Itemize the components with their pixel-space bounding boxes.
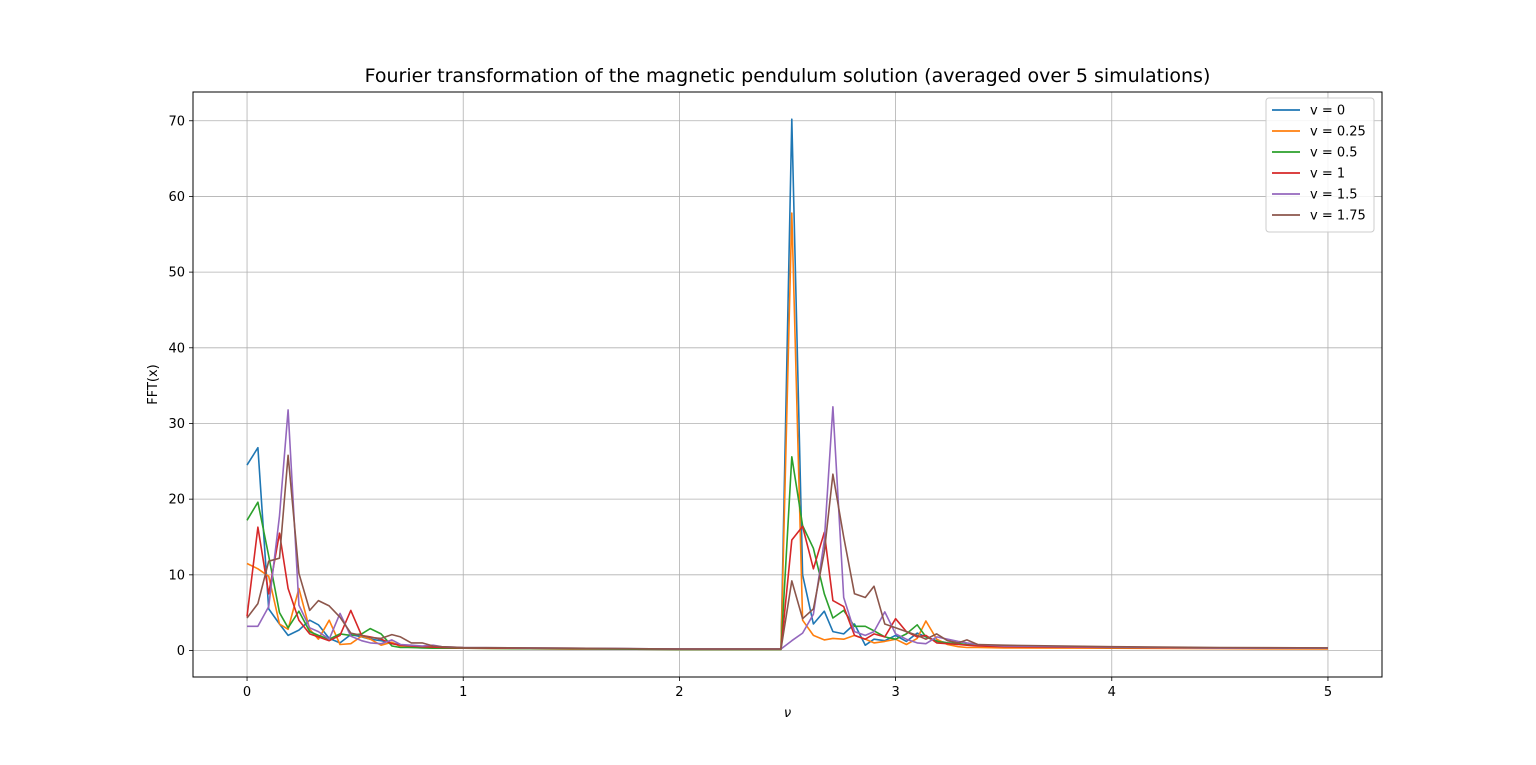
y-tick-label: 10 xyxy=(168,568,185,583)
legend-label-0: v = 0 xyxy=(1310,104,1345,119)
chart-title: Fourier transformation of the magnetic p… xyxy=(365,65,1211,87)
x-tick-label: 1 xyxy=(459,685,467,700)
x-tick-label: 0 xyxy=(243,685,251,700)
series-line-2 xyxy=(246,456,1329,651)
y-tick-label: 60 xyxy=(168,190,185,205)
x-tick-label: 4 xyxy=(1108,685,1116,700)
y-tick-label: 50 xyxy=(168,266,185,281)
legend: v = 0 v = 0.25 v = 0.5 v = 1 v = 1.5 v = 1.75 xyxy=(1265,97,1375,233)
series-lines xyxy=(246,118,1329,651)
x-axis-label: ν xyxy=(784,706,791,721)
legend-label-2: v = 0.5 xyxy=(1310,146,1358,161)
plot-frame xyxy=(192,91,1383,678)
y-tick-label: 20 xyxy=(168,493,185,508)
x-tick-label: 5 xyxy=(1324,685,1332,700)
y-tick-label: 40 xyxy=(168,341,185,356)
x-tick-label: 2 xyxy=(675,685,683,700)
y-tick-label: 30 xyxy=(168,417,185,432)
y-tick-label: 70 xyxy=(168,114,185,129)
y-tick-label: 0 xyxy=(177,644,185,659)
legend-label-3: v = 1 xyxy=(1310,167,1345,182)
y-axis-label: FFT(x) xyxy=(146,364,161,405)
legend-label-4: v = 1.5 xyxy=(1310,188,1358,203)
series-line-5 xyxy=(246,454,1329,650)
legend-label-5: v = 1.75 xyxy=(1310,209,1366,224)
x-tick-label: 3 xyxy=(891,685,899,700)
legend-label-1: v = 0.25 xyxy=(1310,125,1366,140)
